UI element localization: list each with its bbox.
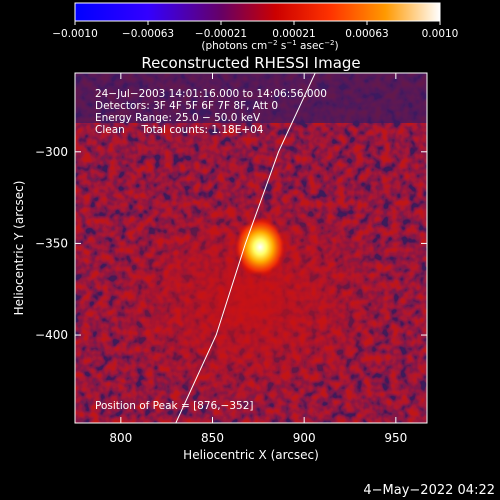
colorbar-units: (photons cm−2 s−1 asec−2) [201,39,338,52]
x-tick-label: 850 [201,431,224,445]
flare-peak-source [234,217,287,278]
x-tick-label: 900 [293,431,316,445]
heatmap-image [75,73,427,423]
colorbar-tick-label: 0.00021 [272,28,315,40]
info-time-range: 24−Jul−2003 14:01:16.000 to 14:06:56.000 [95,88,327,100]
x-tick-label: 800 [109,431,132,445]
colorbar-tick-label: −0.00063 [122,28,174,40]
colorbar-tick-label: 0.0010 [422,28,459,40]
solar-limb-line [175,73,316,423]
peak-position-label: Position of Peak = [876,−352] [95,400,254,412]
x-tick-label: 950 [384,431,407,445]
y-axis-label: Heliocentric Y (arcsec) [12,181,26,316]
info-detectors: Detectors: 3F 4F 5F 6F 7F 8F, Att 0 [95,100,278,112]
colorbar [74,2,441,22]
x-axis-label: Heliocentric X (arcsec) [183,448,319,462]
info-energy-range: Energy Range: 25.0 − 50.0 keV [95,112,261,124]
colorbar-ticks: −0.0010 −0.00063 −0.00021 0.00021 0.00063 0.0… [52,21,458,40]
info-clean-counts: Clean Total counts: 1.18E+04 [95,124,264,136]
x-axis: 800 850 900 950 [109,73,407,445]
y-tick-label: −350 [35,236,68,250]
y-axis: −300 −350 −400 [35,145,427,342]
colorbar-tick-label: −0.00021 [195,28,247,40]
timestamp: 4−May−2022 04:22 [363,483,495,498]
plot-frame [74,72,428,424]
colorbar-tick-label: −0.0010 [52,28,98,40]
y-tick-label: −300 [35,145,68,159]
y-tick-label: −400 [35,328,68,342]
colorbar-tick-label: 0.00063 [345,28,388,40]
chart-title: Reconstructed RHESSI Image [141,54,360,72]
